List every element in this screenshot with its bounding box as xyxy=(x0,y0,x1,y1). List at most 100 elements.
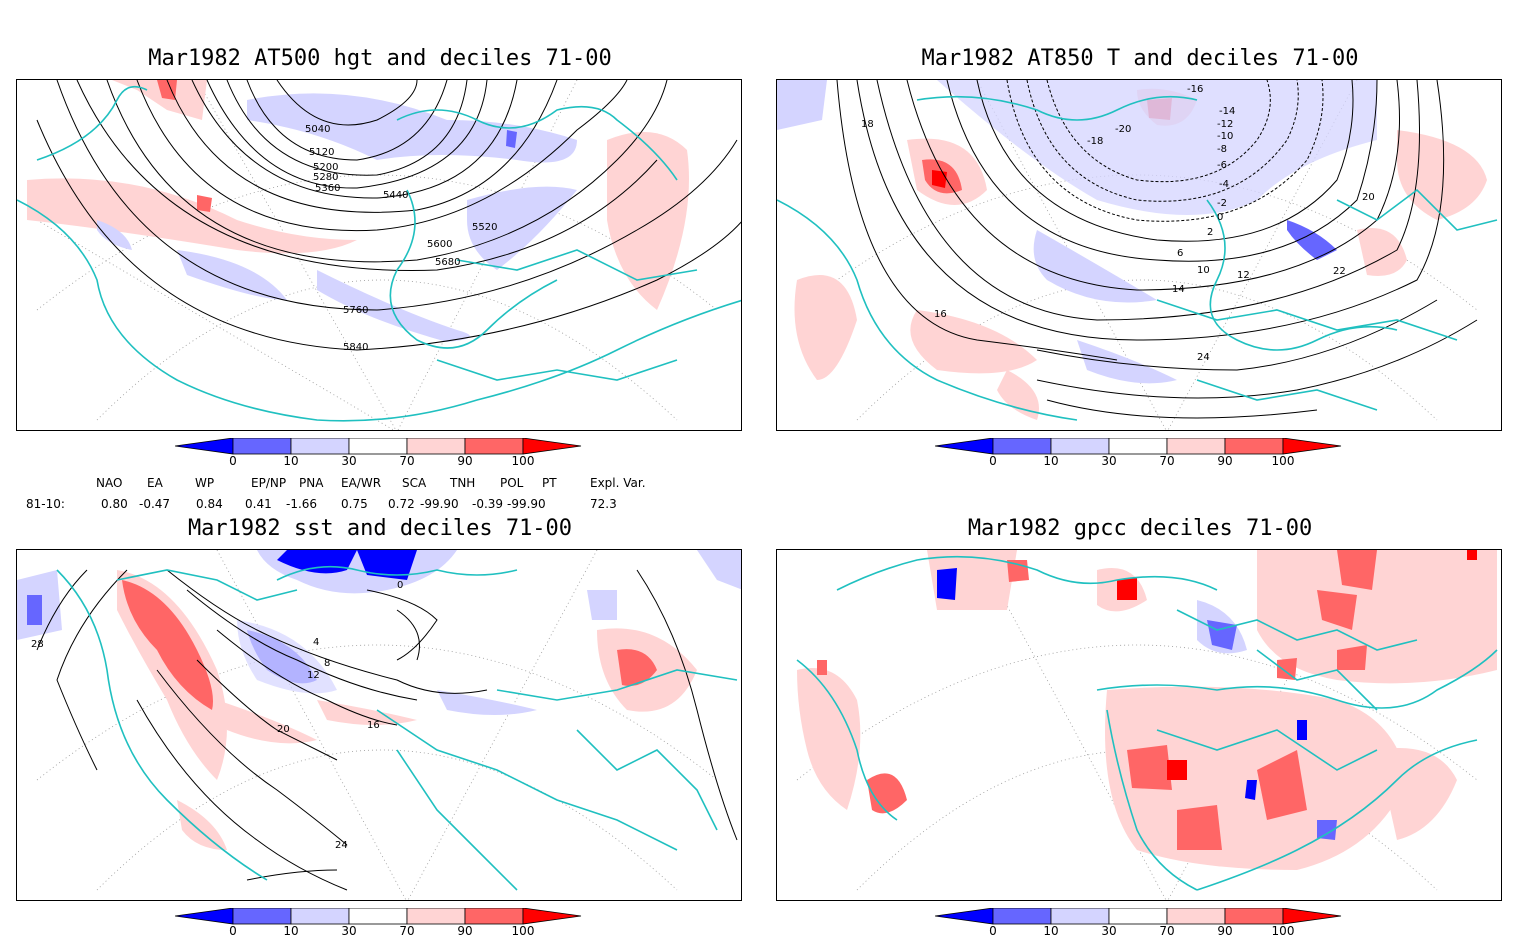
coastlines xyxy=(17,85,741,422)
colorbar-label: 100 xyxy=(1271,454,1295,468)
colorbar-swatch xyxy=(290,908,350,925)
index-value: -0.47 xyxy=(139,497,171,511)
colorbar-swatch xyxy=(992,438,1052,455)
temperature-contours xyxy=(836,80,1478,419)
index-value: -99.90 xyxy=(420,497,459,511)
panel-title-sst: Mar1982 sst and deciles 71-00 xyxy=(187,516,573,541)
colorbar-swatch xyxy=(232,908,292,925)
map-panel-gpcc xyxy=(776,549,1502,901)
index-header: EP/NP xyxy=(251,476,287,490)
svg-text:6: 6 xyxy=(1177,248,1183,259)
colorbar-gpcc: 0 10 30 70 90 100 xyxy=(935,908,1355,942)
colorbar-label: 70 xyxy=(1159,924,1175,938)
panel-title-t850: Mar1982 AT850 T and deciles 71-00 xyxy=(921,46,1359,71)
colorbar-label: 30 xyxy=(341,454,357,468)
map-t850: -16 -14 -12 -10 -8 -6 -4 -2 0 2 6 10 12 … xyxy=(777,80,1498,430)
colorbar-label: 30 xyxy=(1101,454,1117,468)
svg-text:20: 20 xyxy=(1362,192,1375,203)
colorbar-label: 90 xyxy=(1217,924,1233,938)
colorbar-label: 70 xyxy=(1159,454,1175,468)
svg-text:-8: -8 xyxy=(1217,144,1227,155)
colorbar-swatch xyxy=(348,438,408,455)
svg-text:12: 12 xyxy=(1237,270,1250,281)
sst-contours xyxy=(36,569,738,891)
index-header: EA/WR xyxy=(341,476,382,490)
svg-text:16: 16 xyxy=(934,309,947,320)
index-header: Expl. Var. xyxy=(590,476,646,490)
svg-text:-18: -18 xyxy=(1087,136,1103,147)
svg-text:10: 10 xyxy=(1197,265,1210,276)
colorbar-label: 10 xyxy=(1043,454,1059,468)
coastlines xyxy=(56,565,738,891)
svg-text:5360: 5360 xyxy=(315,183,340,194)
svg-text:-6: -6 xyxy=(1217,160,1227,171)
colorbar-swatch xyxy=(348,908,408,925)
svg-text:0: 0 xyxy=(397,580,403,591)
colorbar-swatch xyxy=(464,438,524,455)
svg-text:14: 14 xyxy=(1172,284,1185,295)
colorbar-swatch xyxy=(175,908,234,925)
svg-text:16: 16 xyxy=(367,720,380,731)
svg-text:12: 12 xyxy=(307,670,320,681)
index-header: NAO xyxy=(96,476,123,490)
colorbar-sst: 0 10 30 70 90 100 xyxy=(175,908,595,942)
colorbar-swatch xyxy=(935,908,994,925)
map-gpcc xyxy=(796,550,1498,900)
height-contours xyxy=(36,80,741,351)
colorbar-label: 90 xyxy=(457,454,473,468)
svg-text:2: 2 xyxy=(1207,227,1213,238)
svg-text:5040: 5040 xyxy=(305,124,330,135)
decile-shading xyxy=(17,550,741,850)
index-header: SCA xyxy=(402,476,427,490)
colorbar-swatch xyxy=(175,438,234,455)
map-panel-hgt: 5040 5120 5200 5280 5360 5440 5520 5600 … xyxy=(16,79,742,431)
coastlines xyxy=(777,95,1498,421)
svg-text:8: 8 xyxy=(324,658,330,669)
index-value: 72.3 xyxy=(590,497,617,511)
colorbar-label: 30 xyxy=(1101,924,1117,938)
svg-text:-4: -4 xyxy=(1219,179,1229,190)
colorbar-t850: 0 10 30 70 90 100 xyxy=(935,438,1355,472)
coastlines xyxy=(796,555,1498,891)
index-value: -0.39 xyxy=(472,497,504,511)
colorbar-swatch xyxy=(1224,908,1284,925)
index-value: 0.41 xyxy=(245,497,272,511)
svg-text:28: 28 xyxy=(31,639,44,650)
colorbar-swatch xyxy=(1166,438,1226,455)
svg-text:5840: 5840 xyxy=(343,342,368,353)
svg-text:5760: 5760 xyxy=(343,305,368,316)
colorbar-swatch xyxy=(935,438,994,455)
index-value: 0.75 xyxy=(341,497,368,511)
colorbar-swatch xyxy=(290,438,350,455)
height-contour-labels: 5040 5120 5200 5280 5360 5440 5520 5600 … xyxy=(305,124,497,353)
svg-text:-2: -2 xyxy=(1217,198,1227,209)
grid-lines xyxy=(36,550,718,900)
sst-contour-labels: 0 4 8 12 16 20 24 28 xyxy=(31,580,403,851)
index-header: WP xyxy=(195,476,215,490)
svg-text:-16: -16 xyxy=(1187,84,1203,95)
svg-text:5440: 5440 xyxy=(383,190,408,201)
svg-text:-20: -20 xyxy=(1115,124,1131,135)
svg-text:22: 22 xyxy=(1333,266,1346,277)
map-panel-t850: -16 -14 -12 -10 -8 -6 -4 -2 0 2 6 10 12 … xyxy=(776,79,1502,431)
colorbar-swatch xyxy=(522,908,582,925)
svg-text:5200: 5200 xyxy=(313,162,338,173)
svg-text:5680: 5680 xyxy=(435,257,460,268)
index-header: POL xyxy=(500,476,524,490)
colorbar-swatch xyxy=(406,908,466,925)
index-header: EA xyxy=(147,476,163,490)
colorbar-label: 10 xyxy=(1043,924,1059,938)
colorbar-swatch xyxy=(1282,908,1342,925)
colorbar-swatch xyxy=(1050,438,1110,455)
svg-text:0: 0 xyxy=(1217,212,1223,223)
decile-shading xyxy=(27,80,689,342)
svg-text:5520: 5520 xyxy=(472,222,497,233)
svg-text:5280: 5280 xyxy=(313,172,338,183)
colorbar-label: 90 xyxy=(1217,454,1233,468)
temperature-contour-labels: -16 -14 -12 -10 -8 -6 -4 -2 0 2 6 10 12 … xyxy=(861,84,1375,363)
colorbar-label: 70 xyxy=(399,454,415,468)
svg-text:-14: -14 xyxy=(1219,106,1235,117)
panel-title-gpcc: Mar1982 gpcc deciles 71-00 xyxy=(967,516,1313,541)
colorbar-swatch xyxy=(992,908,1052,925)
index-header: TNH xyxy=(450,476,476,490)
